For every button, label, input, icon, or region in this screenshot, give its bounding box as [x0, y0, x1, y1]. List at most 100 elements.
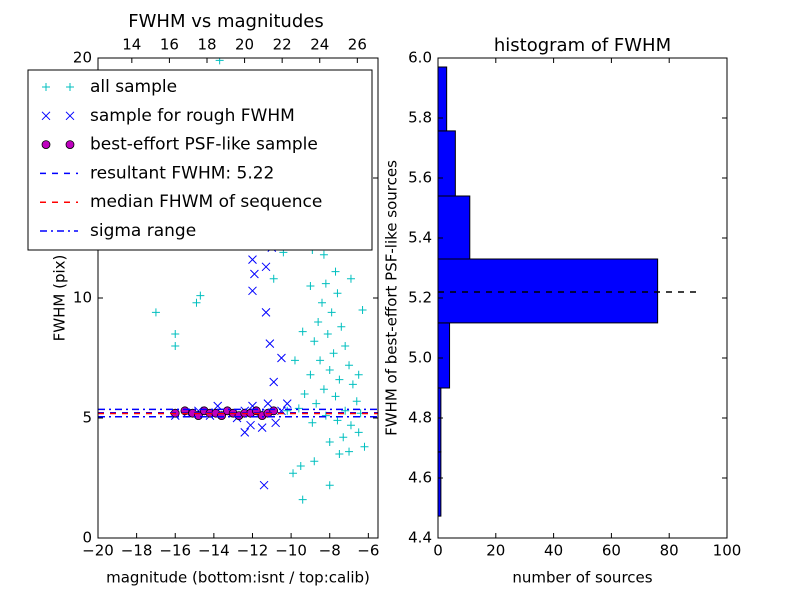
point — [282, 399, 292, 408]
point — [341, 406, 350, 415]
x-tick-label: −16 — [159, 542, 191, 560]
point — [354, 428, 363, 437]
x-tick-label: 40 — [544, 542, 563, 560]
point — [321, 411, 330, 420]
point — [310, 457, 319, 466]
x-tick-label: 60 — [602, 542, 621, 560]
x2-tick-label: 16 — [160, 36, 179, 54]
x-axis-label: magnitude (bottom:isnt / top:calib) — [106, 569, 370, 587]
y-tick-label: 6.0 — [408, 49, 432, 67]
y-tick-label: 20 — [73, 49, 92, 67]
legend-marker — [41, 140, 51, 150]
point — [215, 58, 224, 65]
y-axis-label: FWHM of best-effort PSF-like sources — [383, 160, 401, 436]
point — [339, 433, 348, 442]
point — [296, 462, 305, 470]
point — [261, 262, 271, 272]
y-tick-label: 5.0 — [408, 349, 432, 367]
legend-marker — [66, 83, 74, 91]
x-tick-label: −6 — [357, 542, 379, 560]
y-tick-label: 5 — [82, 409, 92, 427]
point — [171, 330, 180, 338]
x2-tick-label: 18 — [197, 36, 216, 54]
legend-frame — [27, 69, 373, 251]
point — [318, 298, 326, 307]
legend-marker — [65, 140, 75, 150]
chart-title: FWHM vs magnitudes — [128, 11, 323, 32]
point — [308, 418, 317, 427]
legend-label: resultant FWHM: 5.22 — [90, 163, 274, 183]
x-tick-label: −18 — [121, 542, 153, 560]
x-tick-label: −10 — [275, 542, 307, 560]
legend-label: sigma range — [90, 221, 196, 241]
point — [333, 289, 342, 298]
x-tick-label: −8 — [319, 542, 341, 560]
point — [337, 322, 346, 331]
point — [290, 356, 299, 365]
x-tick-label: 20 — [486, 542, 505, 560]
legend-label: best-effort PSF-like sample — [90, 135, 318, 155]
point — [312, 399, 321, 408]
y-tick-label: 5.6 — [408, 169, 432, 187]
point — [259, 480, 269, 490]
point — [294, 404, 303, 413]
point — [283, 406, 292, 415]
point — [240, 428, 250, 437]
y-tick-label: 5.8 — [408, 109, 432, 127]
x2-tick-label: 20 — [235, 36, 254, 54]
legend-marker — [42, 83, 50, 91]
point — [319, 385, 328, 394]
x-tick-label: −20 — [82, 542, 114, 560]
point — [263, 399, 273, 408]
point — [277, 353, 286, 363]
chart-title: histogram of FWHM — [494, 35, 671, 56]
point — [321, 279, 330, 288]
x-axis-label: number of sources — [512, 569, 652, 587]
point — [250, 269, 259, 279]
point — [331, 267, 340, 276]
point — [289, 469, 298, 478]
point — [345, 361, 354, 370]
x-tick-label: 80 — [660, 542, 679, 560]
point — [196, 291, 205, 300]
y-tick-label: 0 — [82, 529, 92, 547]
point — [192, 298, 201, 307]
point — [306, 282, 315, 290]
point — [358, 306, 367, 314]
point — [327, 308, 336, 317]
x-tick-label: 0 — [433, 542, 443, 560]
point — [298, 495, 307, 504]
point — [354, 370, 363, 379]
point — [310, 337, 319, 346]
x2-tick-label: 14 — [122, 36, 141, 54]
legend-marker — [65, 111, 75, 121]
plot-area — [438, 66, 659, 517]
bar — [438, 322, 451, 389]
point — [314, 318, 323, 326]
bar — [438, 130, 456, 197]
point — [331, 392, 340, 401]
y-tick-label: 4.6 — [408, 469, 432, 487]
point — [325, 438, 334, 446]
point — [248, 286, 257, 296]
x2-tick-label: 26 — [348, 36, 367, 54]
point — [352, 397, 361, 406]
point — [325, 481, 334, 490]
point — [329, 349, 338, 358]
point — [261, 308, 271, 317]
point — [306, 370, 315, 379]
point — [257, 423, 267, 432]
legend-label: sample for rough FWHM — [90, 106, 295, 126]
bar — [438, 258, 659, 324]
y-tick-label: 10 — [73, 289, 92, 307]
legend-marker — [41, 111, 51, 121]
point — [246, 420, 255, 430]
bar — [438, 195, 471, 260]
x-tick-label: 100 — [713, 542, 742, 560]
point — [346, 274, 355, 283]
point — [319, 250, 328, 259]
point — [335, 450, 344, 458]
point — [346, 421, 355, 430]
x2-tick-label: 24 — [310, 36, 329, 54]
